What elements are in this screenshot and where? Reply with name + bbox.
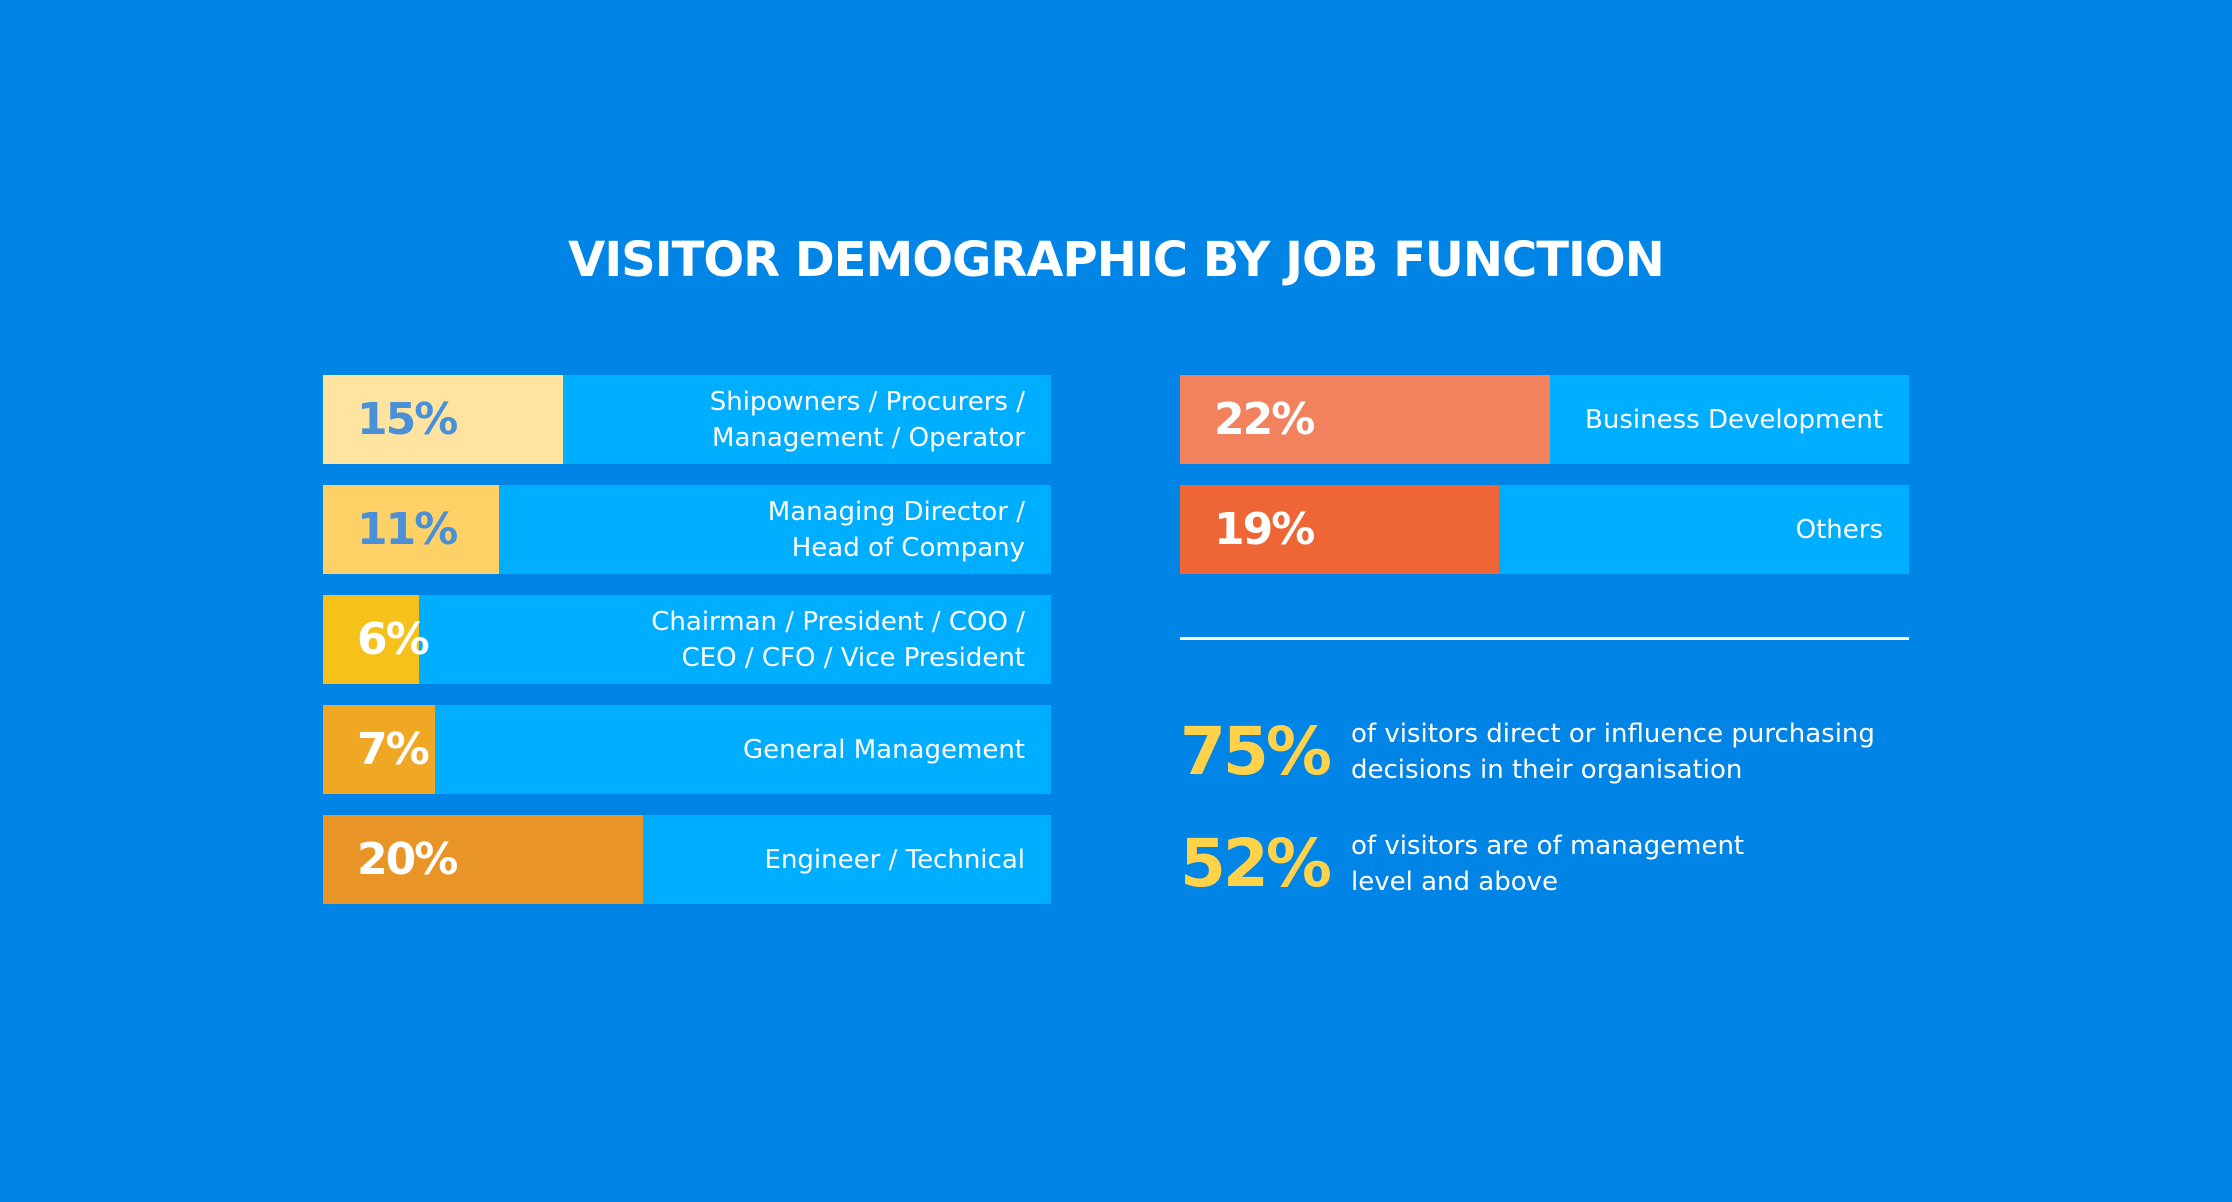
- stat-description: of visitors direct or influence purchasi…: [1351, 719, 1875, 785]
- bar-row: 19% Others: [1180, 485, 1909, 574]
- bar-category-label-wrap: Shipowners / Procurers / Management / Op…: [565, 375, 1025, 464]
- bar-category-label-wrap: Managing Director / Head of Company: [565, 485, 1025, 574]
- divider: [1180, 637, 1909, 640]
- bar: [323, 485, 499, 574]
- bar: [1180, 375, 1550, 464]
- bar: [323, 375, 563, 464]
- stat-purchasing-influence: 75% of visitors direct or influence purc…: [1180, 707, 1909, 797]
- bar-category-label: Chairman / President / COO / CEO / CFO /…: [651, 606, 1025, 673]
- bar: [323, 595, 419, 684]
- bar-category-label: Others: [1795, 514, 1883, 545]
- bar-value-label: 11%: [357, 504, 458, 555]
- bar-row: 22% Business Development: [1180, 375, 1909, 464]
- bar: [323, 705, 435, 794]
- bar: [1180, 485, 1499, 574]
- bar-value-label: 7%: [357, 724, 430, 775]
- stat-management-level: 52% of visitors are of management level …: [1180, 819, 1909, 909]
- bar-category-label: Engineer / Technical: [764, 844, 1025, 875]
- bar-value-label: 6%: [357, 614, 430, 665]
- bar-category-label-wrap: Chairman / President / COO / CEO / CFO /…: [565, 595, 1025, 684]
- bar: [323, 815, 643, 904]
- bar-row: 11% Managing Director / Head of Company: [323, 485, 1051, 574]
- stat-value: 52%: [1180, 825, 1332, 902]
- bar-category-label-wrap: Others: [1423, 485, 1883, 574]
- bar-category-label: General Management: [742, 734, 1025, 765]
- bar-value-label: 15%: [357, 394, 458, 445]
- page-title: VISITOR DEMOGRAPHIC BY JOB FUNCTION: [568, 232, 1665, 288]
- bar-category-label-wrap: Engineer / Technical: [565, 815, 1025, 904]
- bar-row: 7% General Management: [323, 705, 1051, 794]
- bar-row: 20% Engineer / Technical: [323, 815, 1051, 904]
- bar-value-label: 22%: [1214, 394, 1315, 445]
- bar-category-label: Shipowners / Procurers / Management / Op…: [709, 386, 1025, 453]
- bar-category-label: Managing Director / Head of Company: [767, 496, 1025, 563]
- bar-category-label: Business Development: [1585, 404, 1883, 435]
- stat-value: 75%: [1180, 713, 1332, 790]
- bar-row: 6% Chairman / President / COO / CEO / CFO…: [323, 595, 1051, 684]
- stat-description: of visitors are of management level and …: [1351, 831, 1745, 897]
- bar-category-label-wrap: General Management: [565, 705, 1025, 794]
- bar-category-label-wrap: Business Development: [1423, 375, 1883, 464]
- bar-value-label: 19%: [1214, 504, 1315, 555]
- bar-value-label: 20%: [357, 834, 458, 885]
- bar-row: 15% Shipowners / Procurers / Management /…: [323, 375, 1051, 464]
